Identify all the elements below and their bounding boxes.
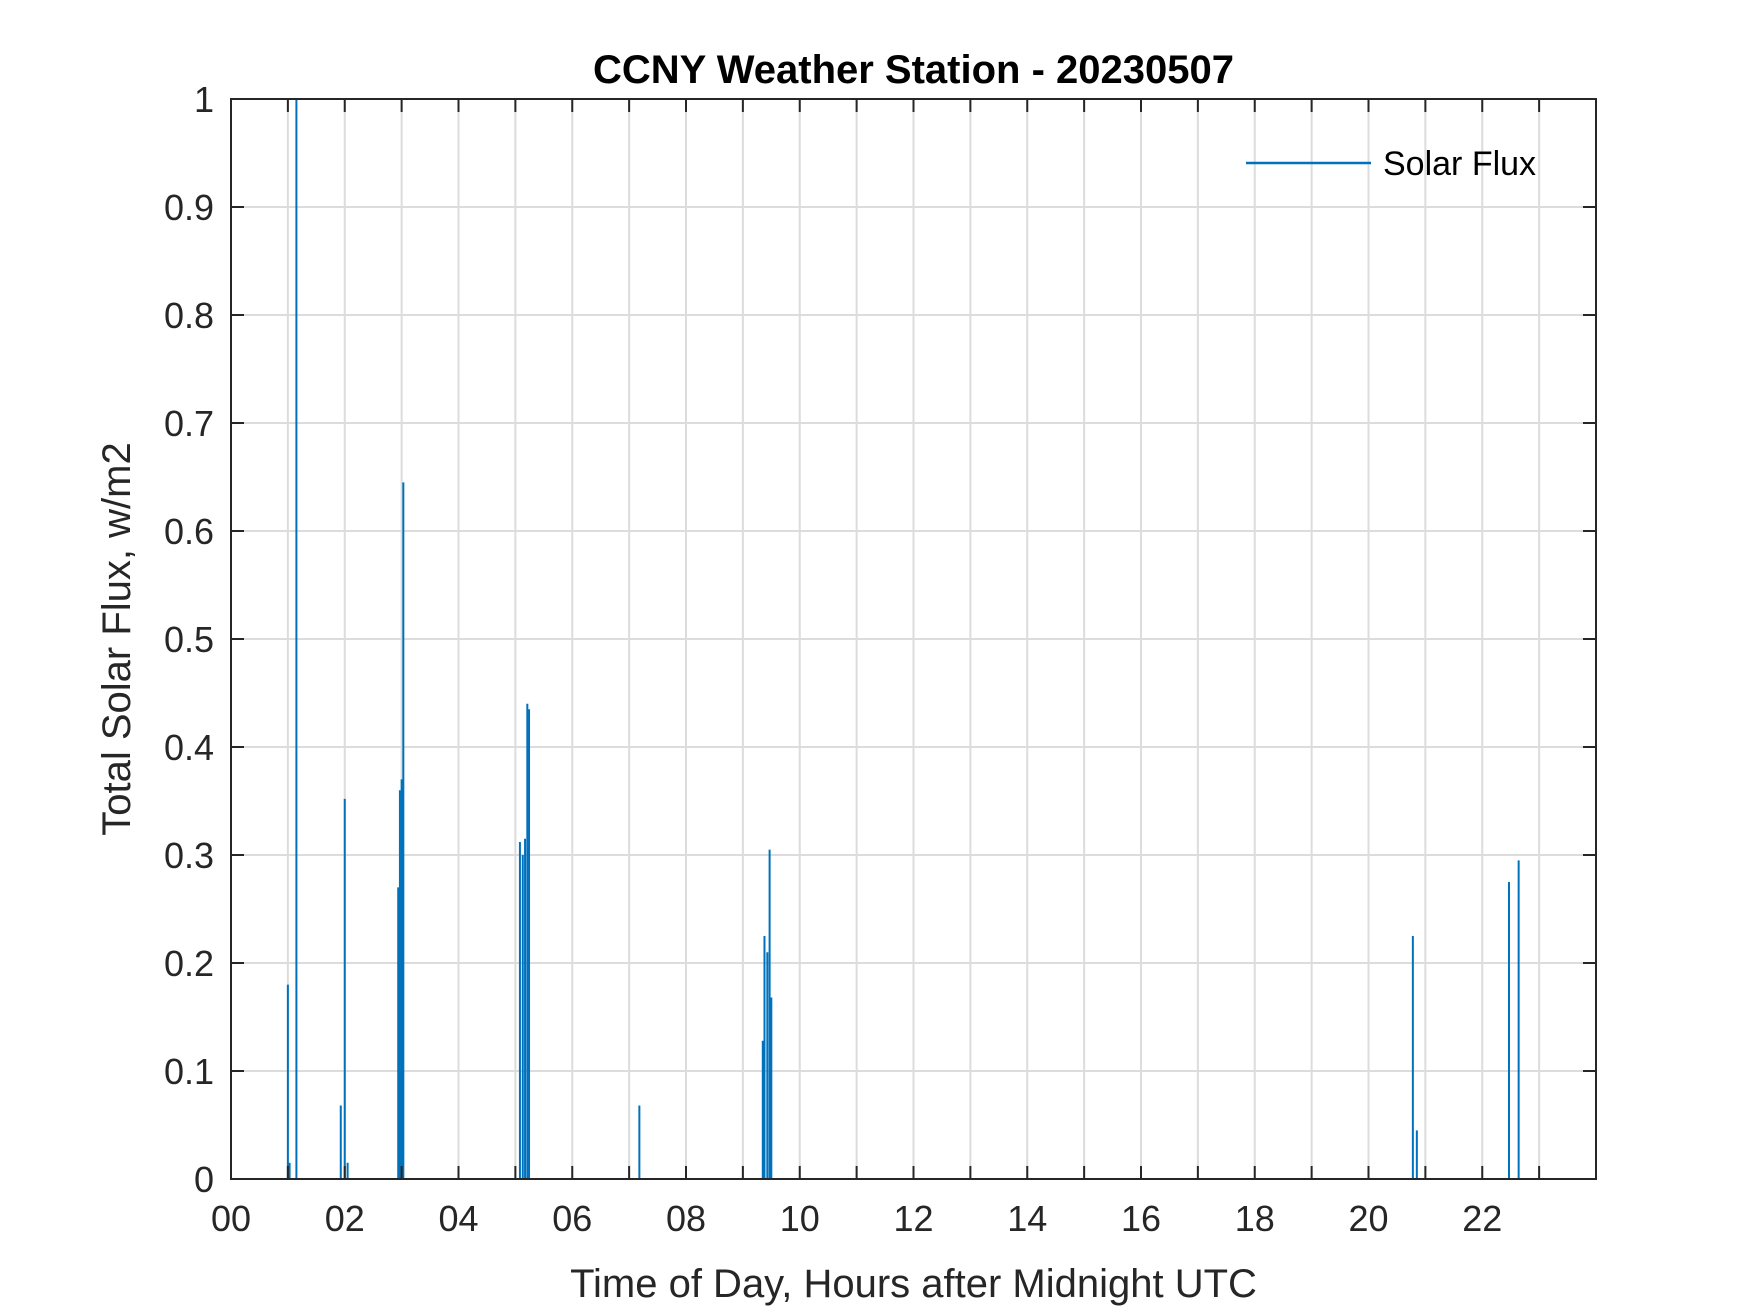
x-tick-labels: 00 02 04 06 08 10 12 14 16 18 20 22 [211, 1198, 1502, 1239]
axis-ticks [231, 98, 1596, 1180]
x-tick-label: 12 [893, 1198, 933, 1239]
y-tick-label: 0.6 [164, 511, 214, 552]
y-tick-label: 0.2 [164, 943, 214, 984]
y-tick-labels: 0 0.1 0.2 0.3 0.4 0.5 0.6 0.7 0.8 0.9 1 [164, 79, 214, 1200]
legend-label-solar-flux: Solar Flux [1383, 145, 1536, 183]
x-tick-label: 08 [666, 1198, 706, 1239]
y-tick-label: 1 [194, 79, 214, 120]
grid [231, 99, 1596, 1179]
x-tick-label: 16 [1121, 1198, 1161, 1239]
series-solar-flux [286, 99, 1520, 1179]
x-axis-label: Time of Day, Hours after Midnight UTC [570, 1262, 1257, 1306]
x-tick-label: 14 [1007, 1198, 1047, 1239]
legend: Solar Flux [1246, 145, 1536, 183]
x-tick-label: 22 [1462, 1198, 1502, 1239]
y-tick-label: 0.9 [164, 187, 214, 228]
y-tick-label: 0 [194, 1159, 214, 1200]
x-tick-label: 02 [325, 1198, 365, 1239]
x-tick-label: 04 [438, 1198, 478, 1239]
x-tick-label: 00 [211, 1198, 251, 1239]
x-tick-label: 20 [1348, 1198, 1388, 1239]
x-tick-label: 10 [780, 1198, 820, 1239]
y-tick-label: 0.4 [164, 727, 214, 768]
x-tick-label: 18 [1235, 1198, 1275, 1239]
chart-title: CCNY Weather Station - 20230507 [593, 48, 1234, 92]
y-axis-label: Total Solar Flux, w/m2 [95, 442, 139, 835]
y-tick-label: 0.8 [164, 295, 214, 336]
y-tick-label: 0.5 [164, 619, 214, 660]
x-tick-label: 06 [552, 1198, 592, 1239]
y-tick-label: 0.1 [164, 1051, 214, 1092]
y-tick-label: 0.3 [164, 835, 214, 876]
y-tick-label: 0.7 [164, 403, 214, 444]
